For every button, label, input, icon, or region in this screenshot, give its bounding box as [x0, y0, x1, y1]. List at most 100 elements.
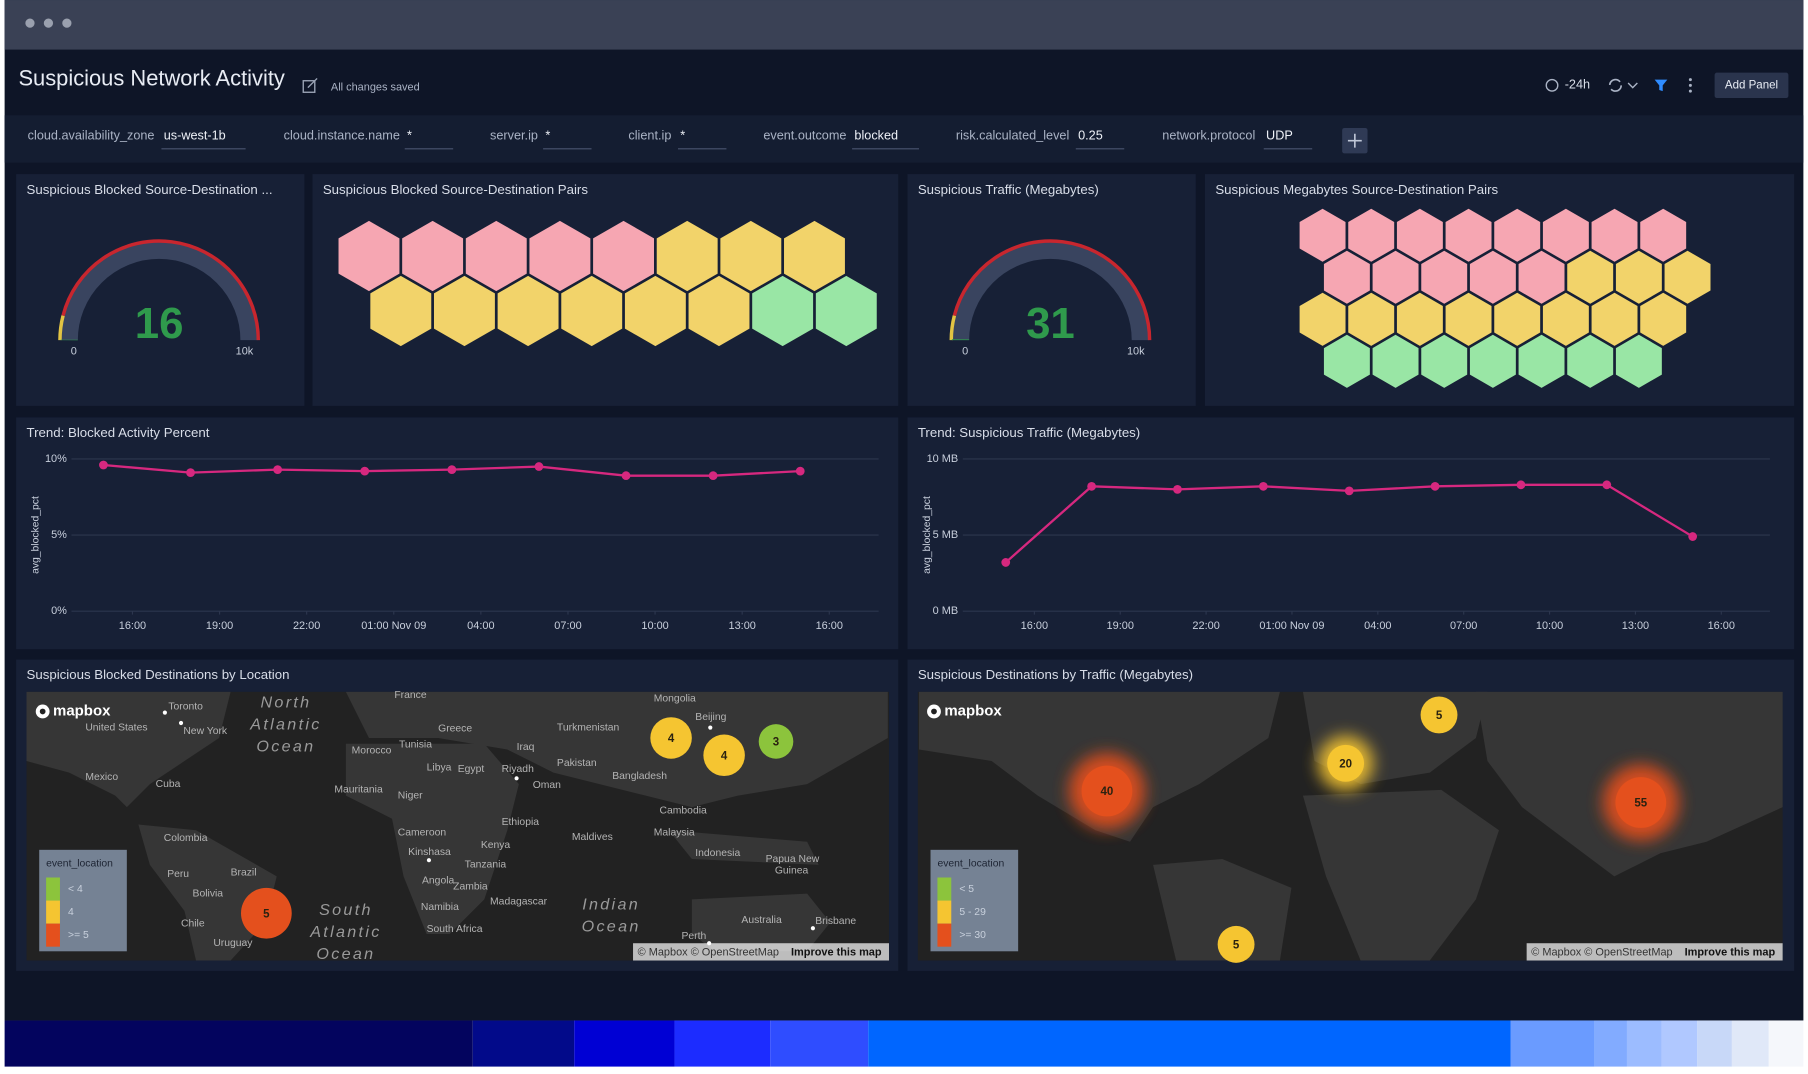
city-dot — [708, 725, 713, 730]
logo-mark-inner — [931, 708, 937, 715]
hex-cell — [1567, 250, 1614, 304]
hex-cell — [593, 220, 655, 292]
filter-bar — [4, 115, 1804, 163]
place-label: Greece — [438, 723, 472, 734]
refresh-menu[interactable] — [1627, 82, 1638, 89]
legend-swatch — [937, 900, 952, 924]
legend-label: 4 — [68, 907, 74, 918]
strip-segment — [1626, 1020, 1662, 1067]
attribution-box — [633, 943, 890, 961]
filter-label: client.ip — [628, 128, 671, 142]
trend-point — [1258, 481, 1268, 491]
cluster-label: 55 — [1634, 798, 1647, 810]
land — [691, 893, 831, 952]
city-dot — [426, 858, 432, 863]
x-tick-label: 01:00 Nov 09 — [1259, 620, 1324, 632]
place-label: Brazil — [231, 868, 257, 879]
hex-cell — [1664, 250, 1711, 304]
x-tick-label: 16:00 — [1708, 620, 1735, 632]
panel-title: Suspicious Traffic (Megabytes) — [918, 182, 1099, 197]
trend-point — [621, 471, 631, 481]
trend-point — [99, 460, 108, 470]
hex-cell — [402, 220, 464, 292]
time-range[interactable]: -24h — [1565, 78, 1590, 92]
add-panel-button[interactable] — [1714, 72, 1789, 99]
trend-point — [1430, 481, 1440, 491]
gauge-value: 31 — [1026, 299, 1075, 348]
x-tick-label: 16:00 — [1021, 620, 1048, 632]
place-label: Guinea — [775, 865, 809, 876]
strip-segment — [472, 1020, 575, 1067]
hex-cell — [1542, 292, 1589, 346]
strip-segment — [868, 1020, 1511, 1067]
place-label: Cambodia — [660, 805, 707, 816]
x-tick-label: 07:00 — [554, 620, 581, 632]
more-dot — [1688, 89, 1692, 93]
strip-segment — [1661, 1020, 1698, 1067]
place-label: Australia — [741, 915, 782, 926]
legend-title: event_location — [46, 858, 113, 869]
gauge-min: 0 — [71, 346, 77, 358]
refresh-icon[interactable] — [1608, 78, 1623, 92]
hex-cell — [752, 275, 814, 347]
hex-cell — [1542, 208, 1589, 262]
hex-cell — [1396, 208, 1443, 262]
improve-map-link[interactable]: Improve this map — [791, 946, 882, 958]
y-tick-label: 10% — [45, 453, 67, 465]
cluster — [1081, 765, 1133, 817]
trend-point — [1602, 480, 1612, 490]
trend-point — [186, 468, 195, 478]
ocean-label: Atlantic — [309, 923, 381, 941]
trend-point — [1001, 558, 1011, 567]
place-label: Cuba — [156, 779, 181, 790]
cluster-label: 5 — [1233, 940, 1240, 952]
place-label: France — [394, 690, 426, 701]
edit-icon[interactable] — [302, 77, 318, 93]
hex-cell — [656, 220, 718, 292]
panel-title: Suspicious Blocked Destinations by Locat… — [27, 667, 290, 682]
cluster — [703, 734, 745, 777]
cluster-label: 20 — [1339, 759, 1352, 771]
logo-text: mapbox — [53, 702, 111, 719]
x-tick-label: 13:00 — [1622, 620, 1649, 632]
strip-segment — [1594, 1020, 1627, 1067]
place-label: Zambia — [453, 881, 488, 892]
more-icon[interactable] — [1688, 78, 1692, 93]
x-tick-label: 10:00 — [641, 620, 668, 632]
cluster-label: 3 — [773, 737, 779, 749]
strip-segment — [1697, 1020, 1732, 1067]
filter-value: UDP — [1266, 128, 1293, 142]
place-label: Pakistan — [557, 758, 597, 769]
ocean-label: Ocean — [582, 917, 641, 935]
place-label: Namibia — [421, 902, 459, 913]
filter-label: network.protocol — [1162, 128, 1255, 142]
hex-cell — [1372, 334, 1419, 388]
legend-swatch — [46, 900, 60, 924]
clock-icon[interactable] — [1545, 78, 1559, 92]
hex-cell — [1469, 250, 1516, 304]
ocean-label: Ocean — [316, 945, 375, 963]
hex-cell — [1348, 208, 1395, 262]
strip-segment — [674, 1020, 771, 1067]
attribution-box — [1526, 943, 1783, 961]
y-tick-label: 0% — [51, 605, 67, 617]
panel — [907, 174, 1196, 406]
cluster-label: 4 — [721, 750, 728, 762]
trend-point — [708, 471, 718, 481]
place-label: Perth — [681, 931, 706, 942]
filter-label: server.ip — [490, 128, 538, 142]
x-tick-label: 16:00 — [816, 620, 843, 632]
land — [345, 691, 888, 808]
place-label: Bangladesh — [612, 771, 667, 782]
place-label: Beijing — [695, 712, 726, 723]
panel-title: Trend: Blocked Activity Percent — [27, 425, 210, 440]
gauge-band — [951, 241, 1150, 341]
edit-icon-pen — [307, 77, 318, 89]
filter-icon[interactable] — [1654, 79, 1668, 92]
place-label: Niger — [398, 790, 423, 801]
improve-map-link[interactable]: Improve this map — [1685, 946, 1776, 958]
hex-cell — [784, 220, 845, 292]
place-label: Tunisia — [399, 740, 432, 751]
more-dot — [1688, 78, 1692, 82]
hex-cell — [1323, 250, 1370, 304]
